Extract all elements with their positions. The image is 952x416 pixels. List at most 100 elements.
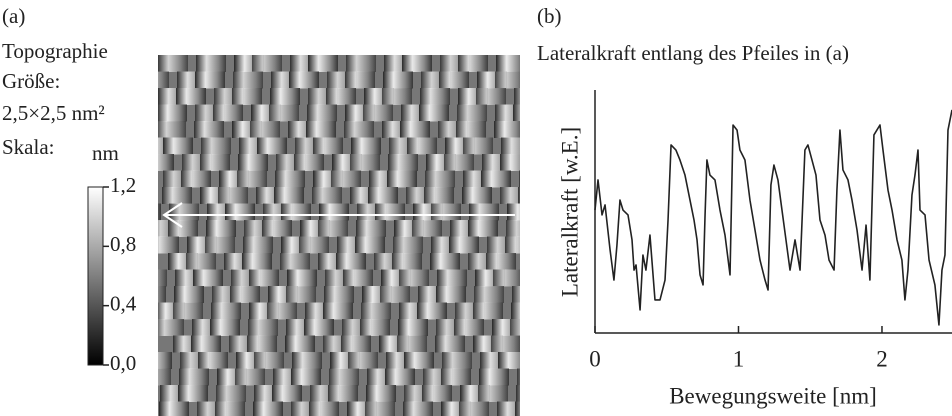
image-tile bbox=[250, 121, 280, 138]
image-tile bbox=[493, 269, 520, 287]
image-tile bbox=[500, 187, 520, 204]
image-tile bbox=[195, 71, 225, 89]
image-tile bbox=[312, 187, 342, 204]
image-tile bbox=[533, 72, 563, 89]
image-tile bbox=[507, 203, 520, 221]
image-tile bbox=[344, 121, 374, 138]
image-tile bbox=[383, 71, 413, 89]
image-tile bbox=[382, 88, 412, 105]
image-tile bbox=[491, 335, 520, 353]
image-tile bbox=[173, 302, 203, 320]
image-tile bbox=[313, 137, 343, 155]
image-tile bbox=[257, 137, 287, 155]
image-tile bbox=[331, 170, 361, 188]
image-tile bbox=[439, 71, 469, 89]
image-tile bbox=[400, 121, 430, 138]
image-tile bbox=[449, 236, 479, 254]
image-tile bbox=[205, 236, 235, 254]
image-tile bbox=[286, 286, 316, 303]
image-tile bbox=[398, 319, 428, 336]
image-tile bbox=[178, 385, 208, 402]
image-tile bbox=[454, 319, 484, 336]
x-tick-label: 0 bbox=[589, 346, 601, 371]
image-tile bbox=[159, 401, 189, 416]
image-tile bbox=[462, 187, 492, 204]
image-tile bbox=[419, 104, 449, 122]
image-tile bbox=[497, 401, 520, 416]
image-tile bbox=[404, 352, 434, 369]
image-tile bbox=[524, 253, 554, 270]
image-tile bbox=[474, 286, 504, 303]
image-tile bbox=[275, 170, 305, 188]
image-tile bbox=[201, 137, 231, 155]
image-tile bbox=[174, 286, 204, 303]
image-tile bbox=[252, 55, 282, 72]
image-tile bbox=[200, 154, 230, 171]
image-tile bbox=[158, 71, 169, 89]
image-tile bbox=[463, 137, 493, 155]
image-tile bbox=[237, 170, 267, 188]
image-tile bbox=[387, 170, 417, 188]
image-tile bbox=[254, 352, 284, 369]
image-tile bbox=[444, 154, 474, 171]
image-tile bbox=[158, 368, 171, 386]
image-tile bbox=[512, 286, 520, 303]
image-tile bbox=[269, 104, 299, 122]
image-tile bbox=[169, 203, 199, 221]
image-tile bbox=[437, 269, 467, 287]
image-tile bbox=[176, 88, 206, 105]
image-tile bbox=[294, 154, 324, 171]
image-tile bbox=[478, 385, 508, 402]
image-tile bbox=[346, 55, 376, 72]
colorbar bbox=[87, 186, 104, 366]
image-tile bbox=[120, 55, 150, 72]
image-tile bbox=[525, 204, 555, 221]
image-tile bbox=[299, 236, 329, 254]
image-tile bbox=[158, 236, 179, 254]
x-tick-label: 1 bbox=[733, 346, 745, 371]
image-tile bbox=[242, 253, 272, 270]
scale-label: Skala: bbox=[2, 135, 55, 159]
image-tile bbox=[424, 187, 454, 204]
image-tile bbox=[481, 170, 511, 188]
image-tile bbox=[385, 368, 415, 386]
image-tile bbox=[513, 104, 520, 122]
image-tile bbox=[392, 253, 422, 270]
image-tile bbox=[417, 302, 447, 320]
image-tile bbox=[514, 88, 520, 105]
image-tile bbox=[356, 220, 386, 237]
y-axis-label: Lateralkraft [w.E.] bbox=[557, 127, 582, 297]
image-tile bbox=[393, 236, 423, 254]
image-tile bbox=[210, 319, 240, 336]
image-tile bbox=[442, 352, 472, 369]
image-tile bbox=[233, 71, 263, 89]
image-tile bbox=[506, 220, 520, 237]
image-tile bbox=[262, 220, 292, 237]
image-tile bbox=[548, 319, 578, 336]
image-tile bbox=[431, 203, 461, 221]
panel-label: (b) bbox=[537, 4, 562, 28]
image-tile bbox=[168, 220, 198, 237]
image-tile bbox=[341, 335, 371, 353]
image-tile bbox=[158, 352, 172, 369]
image-tile bbox=[243, 236, 273, 254]
image-tile bbox=[532, 88, 562, 105]
image-tile bbox=[554, 385, 584, 402]
image-tile bbox=[193, 269, 223, 287]
image-tile bbox=[518, 187, 520, 204]
size-label: Größe: bbox=[2, 69, 60, 93]
image-tile bbox=[309, 401, 339, 416]
image-tile bbox=[238, 154, 268, 171]
image-tile bbox=[186, 253, 216, 270]
image-tile bbox=[501, 137, 520, 155]
image-tile bbox=[270, 88, 300, 105]
image-tile bbox=[530, 286, 560, 303]
image-tile bbox=[469, 203, 499, 221]
image-tile bbox=[158, 203, 161, 221]
image-tile bbox=[441, 368, 471, 386]
image-tile bbox=[403, 401, 433, 416]
image-tile bbox=[308, 55, 338, 72]
colorbar-tick-label: 0,4 bbox=[110, 291, 137, 315]
afm-image bbox=[120, 55, 584, 416]
